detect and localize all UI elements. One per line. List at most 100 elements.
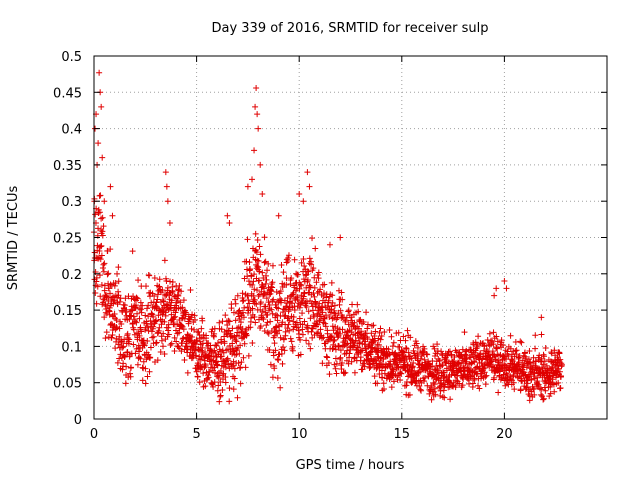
data-point [360,319,367,326]
data-point [130,341,137,348]
data-point [232,336,239,343]
data-point [463,355,470,362]
data-point [252,103,259,110]
data-point [337,307,344,314]
data-point [390,368,397,375]
data-point [500,342,507,349]
data-point [345,308,352,315]
data-point [221,340,228,347]
data-point [237,364,244,371]
data-point [339,326,346,333]
data-point [213,361,220,368]
data-point [133,294,140,301]
data-point [195,329,202,336]
data-point [458,352,465,359]
data-point [378,333,385,340]
data-point [159,286,166,293]
data-point [306,255,313,262]
data-point [462,360,469,367]
data-point [428,396,435,403]
data-point [232,296,239,303]
data-point [372,337,379,344]
data-point [237,342,244,349]
data-point [134,310,141,317]
data-point [92,290,99,297]
data-point [296,315,303,322]
data-point [318,335,325,342]
data-point [97,256,104,263]
data-point [291,306,298,313]
data-point [509,358,516,365]
x-axis-label: GPS time / hours [296,458,405,473]
data-point [290,313,297,320]
data-point [99,265,106,272]
data-point [230,309,237,316]
data-point [203,332,210,339]
y-tick-label: 0.05 [53,377,82,392]
data-point [115,278,122,285]
data-point [484,336,491,343]
data-point [150,333,157,340]
data-point [494,338,501,345]
data-point [236,315,243,322]
data-point [526,347,533,354]
data-point [439,361,446,368]
data-point [541,353,548,360]
data-point [254,287,261,294]
data-point [259,269,266,276]
data-point [114,270,121,277]
data-point [354,344,361,351]
data-point [377,355,384,362]
data-point [256,268,263,275]
data-point [139,364,146,371]
data-point [386,350,393,357]
data-point [557,356,564,363]
data-point [199,317,206,324]
data-point [96,209,103,216]
data-point [246,259,253,266]
data-point [549,363,556,370]
data-point [373,365,380,372]
data-point [152,340,159,347]
data-point [116,355,123,362]
data-point [180,297,187,304]
data-point [178,288,185,295]
data-point [328,306,335,313]
data-point [490,329,497,336]
data-point [271,340,278,347]
data-point [512,348,519,355]
data-point [252,230,259,237]
data-point [249,176,256,183]
data-point [196,379,203,386]
data-point [370,322,377,329]
data-point [123,306,130,313]
data-point [208,361,215,368]
data-point [532,345,539,352]
data-point [507,332,514,339]
data-point [491,374,498,381]
data-point [232,300,239,307]
data-point [92,211,99,218]
x-tick-label: 5 [192,427,200,442]
data-point [211,330,218,337]
data-point [172,302,179,309]
data-point [417,355,424,362]
data-point [482,381,489,388]
data-point [108,320,115,327]
data-point [330,327,337,334]
data-point [535,381,542,388]
data-point [225,327,232,334]
data-point [148,310,155,317]
data-point [138,328,145,335]
data-point [159,297,166,304]
data-point [349,301,356,308]
data-point [118,321,125,328]
data-point [461,329,468,336]
data-point [540,361,547,368]
data-point [172,309,179,316]
data-point [481,364,488,371]
data-point [192,340,199,347]
data-point [303,304,310,311]
data-point [217,348,224,355]
data-point [210,383,217,390]
